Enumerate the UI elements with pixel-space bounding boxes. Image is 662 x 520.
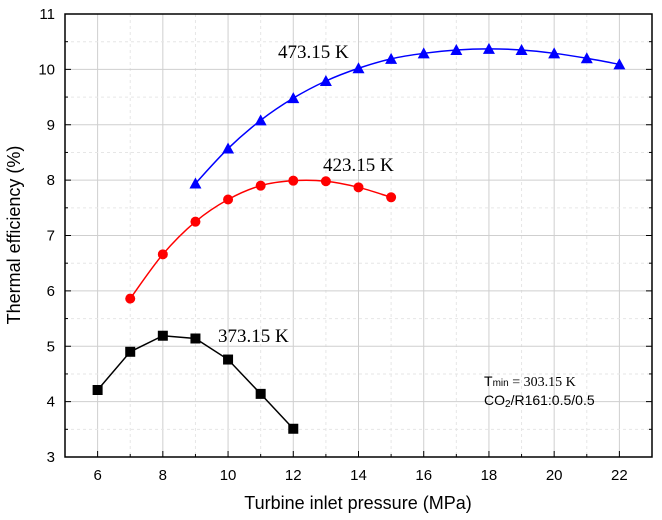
data-point-triangle [613,58,626,70]
series-label-473: 473.15 K [278,42,349,63]
data-point-square [157,330,168,341]
data-point-triangle [580,52,593,64]
data-point-triangle [319,75,332,87]
data-point-triangle [548,47,561,59]
plot-frame [64,13,653,458]
data-point-triangle [254,114,267,126]
x-tick-label: 22 [611,467,628,484]
data-point-triangle [515,43,528,55]
tmin-annotation: Tmin = 303.15 K [484,373,576,390]
data-point-triangle [482,42,495,54]
data-point-triangle [385,52,398,64]
data-point-triangle [352,62,365,74]
series-label-423: 423.15 K [323,155,394,176]
y-tick-label: 4 [47,394,55,411]
data-point-circle [386,192,397,203]
series-label-373: 373.15 K [218,326,289,347]
data-point-circle [157,249,168,260]
x-tick-label: 6 [93,467,101,484]
data-point-circle [320,176,331,187]
x-tick-label: 14 [350,467,367,484]
data-point-square [223,354,234,365]
data-point-circle [353,182,364,193]
data-point-square [125,346,136,357]
axis-ticks: 6 8 10 12 14 16 18 20 22 3 4 5 6 7 8 9 10 11 [38,6,652,484]
x-axis-label: Turbine inlet pressure (MPa) [244,493,471,513]
data-point-circle [223,194,234,205]
x-tick-label: 18 [481,467,498,484]
data-point-circle [190,216,201,227]
x-tick-label: 12 [285,467,302,484]
data-point-triangle [222,142,235,154]
data-point-triangle [450,43,463,55]
y-tick-label: 9 [47,117,55,134]
series-layer [92,42,626,434]
y-tick-label: 7 [47,228,55,245]
y-tick-label: 6 [47,283,55,300]
y-axis-label: Thermal efficiency (%) [4,146,24,325]
y-tick-label: 10 [38,61,55,78]
x-tick-label: 16 [415,467,432,484]
x-tick-label: 20 [546,467,563,484]
y-tick-label: 8 [47,172,55,189]
data-point-circle [255,180,266,191]
data-point-square [288,423,299,434]
x-tick-label: 8 [159,467,167,484]
data-point-triangle [417,47,430,59]
grid [65,14,652,457]
data-point-triangle [287,92,300,104]
data-point-triangle [189,177,202,189]
y-tick-label: 11 [39,6,55,23]
data-point-square [255,388,266,399]
mixture-annotation: CO2/R161:0.5/0.5 [484,392,595,410]
y-tick-label: 3 [47,449,55,466]
y-tick-label: 5 [47,338,55,355]
data-point-circle [125,293,136,304]
data-point-circle [288,175,299,186]
data-point-square [92,384,103,395]
data-point-square [190,333,201,344]
x-tick-label: 10 [220,467,237,484]
